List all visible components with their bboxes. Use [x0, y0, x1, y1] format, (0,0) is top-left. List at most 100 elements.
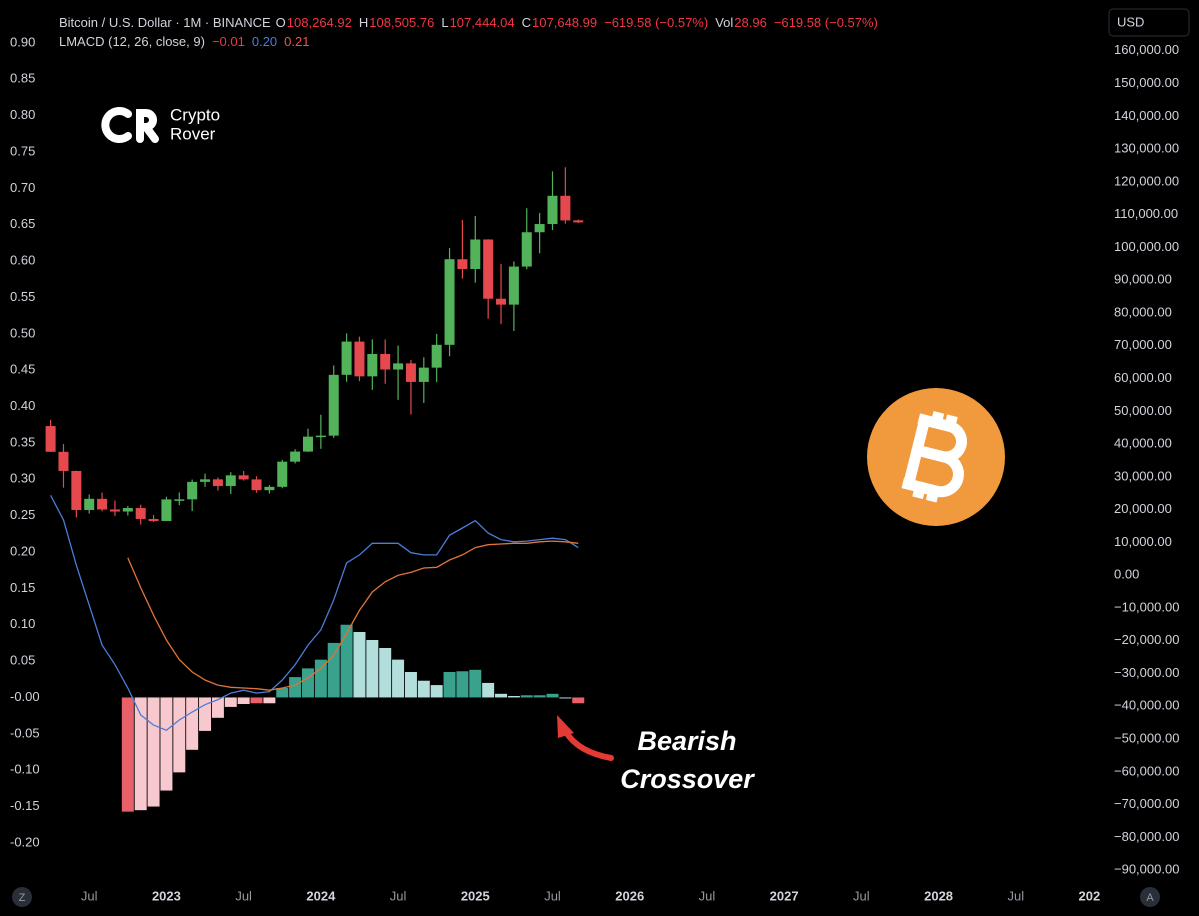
candle-body — [225, 475, 236, 487]
histogram-bar — [507, 696, 520, 698]
ohlc-value: 107,648.99 — [532, 15, 598, 30]
y-tick-label: 30,000.00 — [1114, 468, 1172, 483]
y-tick-label: 0.80 — [10, 107, 35, 122]
indicator-value: 0.20 — [251, 34, 278, 49]
y-tick-label: 60,000.00 — [1114, 370, 1172, 385]
x-tick-label: 2027 — [770, 888, 799, 903]
candle-body — [302, 436, 313, 452]
histogram-bar — [134, 697, 147, 811]
candle-body — [161, 499, 172, 521]
right-axis-panel — [1100, 0, 1199, 916]
y-tick-label: −90,000.00 — [1114, 862, 1179, 877]
histogram-bar — [301, 668, 314, 698]
x-tick-label: Jul — [1007, 888, 1024, 903]
candle-body — [71, 470, 82, 510]
histogram-bar — [289, 677, 302, 698]
y-tick-label: 0.15 — [10, 580, 35, 595]
histogram-bar — [572, 697, 585, 704]
histogram-bar — [392, 659, 405, 698]
y-tick-label: 0.45 — [10, 362, 35, 377]
y-tick-label: -0.15 — [10, 798, 40, 813]
logo-text: Crypto — [170, 105, 220, 124]
x-tick-label: 2024 — [306, 888, 336, 903]
change: −619.58 (−0.57%) — [604, 15, 709, 30]
histogram-bar — [224, 697, 237, 707]
bitcoin-symbol — [901, 411, 968, 503]
logo-r — [136, 109, 159, 143]
candle-body — [97, 498, 108, 510]
candle-body — [290, 451, 301, 462]
x-tick-label: 2026 — [615, 888, 644, 903]
bitcoin-logo — [867, 388, 1005, 526]
annotation-arrow — [557, 715, 614, 761]
candle-body — [84, 498, 95, 510]
y-tick-label: -0.20 — [10, 834, 40, 849]
y-tick-label: 0.00 — [1114, 567, 1139, 582]
button-label[interactable]: Z — [19, 892, 26, 904]
candle-body — [560, 195, 571, 221]
y-tick-label: 0.50 — [10, 325, 35, 340]
candle-body — [200, 479, 211, 482]
legend-header: Bitcoin / U.S. Dollar · 1M · BINANCE O108… — [59, 13, 885, 51]
histogram-bar — [533, 695, 546, 698]
histogram-bar — [340, 624, 353, 698]
ohlc-key: H — [358, 15, 369, 30]
currency-box — [1108, 8, 1190, 37]
arrow-head — [557, 715, 574, 738]
candle-body — [444, 259, 455, 345]
price-legend: Bitcoin / U.S. Dollar · 1M · BINANCE O108… — [59, 13, 885, 32]
x-tick-label: Jul — [81, 888, 98, 903]
ohlc-value: 107,444.04 — [449, 15, 515, 30]
x-tick-label: Jul — [853, 888, 870, 903]
y-tick-label: 0.10 — [10, 616, 35, 631]
candle-body — [457, 259, 468, 269]
y-tick-label: 0.65 — [10, 216, 35, 231]
y-tick-label: 150,000.00 — [1114, 75, 1179, 90]
histogram-bar — [366, 640, 379, 698]
histogram-bar — [495, 693, 508, 698]
y-tick-label: −20,000.00 — [1114, 632, 1179, 647]
candle-body — [418, 367, 429, 382]
y-tick-label: 0.20 — [10, 543, 35, 558]
y-tick-label: 0.60 — [10, 253, 35, 268]
indicator-value: 0.21 — [284, 34, 310, 49]
y-tick-label: −10,000.00 — [1114, 599, 1179, 614]
candle-body — [470, 239, 481, 269]
button[interactable] — [1140, 887, 1160, 907]
indicator-line — [127, 540, 579, 691]
y-tick-label: 140,000.00 — [1114, 108, 1179, 123]
candle-body — [380, 353, 391, 370]
indicator-value: −0.01 — [211, 34, 245, 49]
candle-body — [251, 479, 262, 491]
candle-body — [212, 479, 223, 487]
ohlc-key: L — [441, 15, 449, 30]
histogram-bar — [250, 697, 263, 704]
indicator-line — [50, 494, 579, 731]
histogram-bar — [160, 697, 173, 791]
y-tick-label: 130,000.00 — [1114, 141, 1179, 156]
candle-body — [483, 239, 494, 299]
candle-body — [122, 508, 133, 512]
y-tick-label: 0.55 — [10, 289, 35, 304]
histogram-bar — [237, 697, 250, 704]
candle-body — [573, 220, 584, 223]
histogram-bar — [327, 642, 340, 698]
x-tick-label: Jul — [699, 888, 716, 903]
histogram-bar — [417, 680, 430, 698]
x-tick-label: Jul — [544, 888, 561, 903]
y-tick-label: 0.75 — [10, 143, 35, 158]
y-tick-label: 40,000.00 — [1114, 436, 1172, 451]
candle-body — [58, 451, 69, 471]
candle-body — [547, 195, 558, 225]
y-tick-label: 0.05 — [10, 653, 35, 668]
y-tick-label: 20,000.00 — [1114, 501, 1172, 516]
histogram-bar — [147, 697, 160, 807]
histogram-bar — [430, 685, 443, 698]
vol-change: −619.58 (−0.57%) — [773, 15, 878, 30]
button[interactable] — [12, 887, 32, 907]
button-label[interactable]: A — [1146, 892, 1154, 904]
candle-body — [431, 344, 442, 368]
annotation-text: Crossover — [620, 764, 755, 794]
right-axis: 160,000.00 150,000.00 140,000.00 130,000.00… — [1114, 42, 1179, 876]
